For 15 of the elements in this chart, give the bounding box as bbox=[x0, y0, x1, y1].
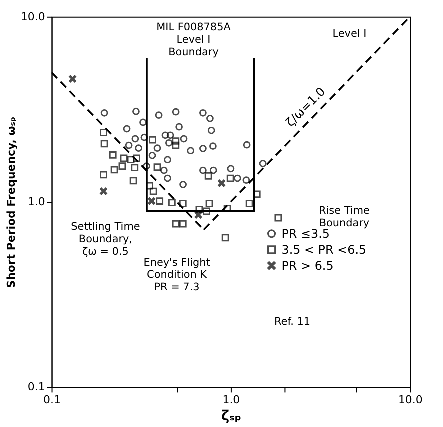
annotation: Eney's Flight Condition K PR = 7.3 bbox=[144, 256, 210, 294]
annotation: Level I bbox=[332, 28, 367, 40]
y-tick-label: 10.0 bbox=[20, 10, 46, 24]
annotation: Ref. 11 bbox=[274, 316, 311, 328]
y-axis-title: Short Period Frequency, ωₛₚ bbox=[4, 116, 18, 288]
y-tick-label: 1.0 bbox=[28, 196, 46, 209]
x-tick-label: 0.1 bbox=[44, 394, 61, 407]
y-tick-label: 0.1 bbox=[28, 380, 46, 394]
legend-label: 3.5 < PR <6.5 bbox=[282, 242, 367, 257]
x-tick-label: 10.0 bbox=[398, 394, 423, 407]
annotation: Settling Time Boundary, ζω = 0.5 bbox=[71, 221, 140, 258]
legend-label: PR > 6.5 bbox=[282, 258, 334, 273]
annotation: MIL F008785A Level I Boundary bbox=[156, 22, 232, 59]
x-axis-title: ζₛₚ bbox=[221, 408, 242, 425]
x-tick-label: 1.0 bbox=[222, 394, 240, 407]
